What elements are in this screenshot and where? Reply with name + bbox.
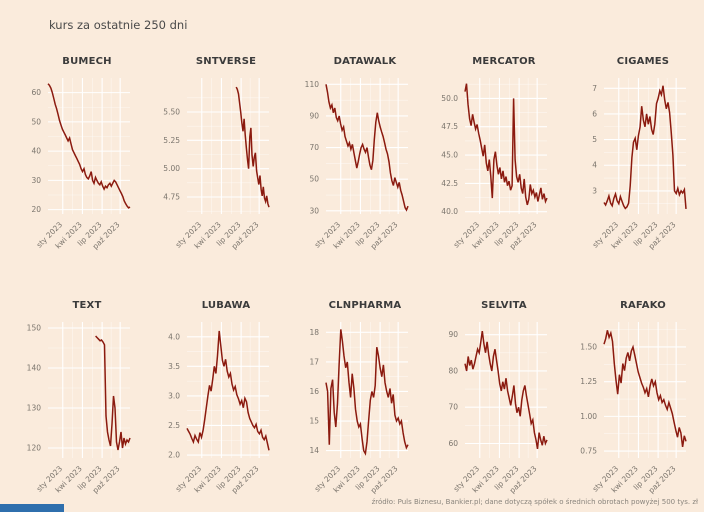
svg-text:1.00: 1.00 bbox=[580, 412, 597, 421]
facet-title: CIGAMES bbox=[616, 56, 670, 67]
svg-text:4: 4 bbox=[592, 161, 597, 170]
facet-title: SELVITA bbox=[481, 300, 527, 311]
svg-text:15: 15 bbox=[309, 417, 319, 426]
svg-text:4.75: 4.75 bbox=[163, 193, 180, 202]
facet-text: TEXT 150 140 130 120 sty 2023 kwi 2023 lip 202… bbox=[6, 298, 142, 510]
page-title: kurs za ostatnie 250 dni bbox=[49, 18, 188, 32]
svg-text:90: 90 bbox=[309, 111, 319, 120]
svg-text:150: 150 bbox=[27, 324, 42, 333]
svg-text:50: 50 bbox=[309, 175, 319, 184]
svg-text:5.25: 5.25 bbox=[163, 136, 180, 145]
facet-rafako: RAFAKO 1.50 1.25 1.00 0.75 sty 2023 kwi 2023 l… bbox=[562, 298, 698, 510]
svg-text:40.0: 40.0 bbox=[441, 207, 458, 216]
svg-text:18: 18 bbox=[309, 328, 319, 337]
facet-title: DATAWALK bbox=[333, 56, 397, 67]
facet-clnpharma: CLNPHARMA 18 17 16 15 14 sty 2023 kwi 2023 lip … bbox=[284, 298, 420, 510]
branding-accent-bar bbox=[0, 504, 64, 512]
facet-datawalk: DATAWALK 110 90 70 50 30 sty 2023 kwi 2023 lip … bbox=[284, 54, 420, 266]
chart-grid: BUMECH 60 50 40 30 20 sty 2023 kwi 2023 lip 202… bbox=[6, 54, 698, 510]
svg-text:2.0: 2.0 bbox=[168, 451, 180, 460]
facet-sntverse: SNTVERSE 5.50 5.25 5.00 4.75 sty 2023 kwi 202… bbox=[145, 54, 281, 266]
facet-title: TEXT bbox=[72, 300, 102, 311]
svg-text:130: 130 bbox=[27, 404, 42, 413]
facet-selvita: SELVITA 90 80 70 60 sty 2023 kwi 2023 lip 2023… bbox=[423, 298, 559, 510]
svg-text:5.50: 5.50 bbox=[163, 108, 180, 117]
svg-text:120: 120 bbox=[27, 444, 42, 453]
svg-text:1.25: 1.25 bbox=[580, 377, 597, 386]
svg-text:5: 5 bbox=[592, 135, 597, 144]
svg-text:17: 17 bbox=[309, 357, 319, 366]
svg-text:140: 140 bbox=[27, 364, 42, 373]
svg-text:14: 14 bbox=[309, 446, 319, 455]
facet-title: CLNPHARMA bbox=[328, 300, 402, 311]
facet-title: BUMECH bbox=[62, 56, 112, 67]
svg-text:40: 40 bbox=[31, 147, 41, 156]
svg-text:1.50: 1.50 bbox=[580, 342, 597, 351]
facet-mercator: MERCATOR 50.0 47.5 45.0 42.5 40.0 sty 2023 kwi… bbox=[423, 54, 559, 266]
facet-title: LUBAWA bbox=[201, 300, 251, 311]
svg-text:70: 70 bbox=[448, 403, 458, 412]
svg-text:60: 60 bbox=[448, 439, 458, 448]
facet-lubawa: LUBAWA 4.0 3.5 3.0 2.5 2.0 sty 2023 kwi 2023 li… bbox=[145, 298, 281, 510]
svg-text:20: 20 bbox=[31, 205, 41, 214]
svg-text:110: 110 bbox=[305, 80, 320, 89]
svg-text:3: 3 bbox=[592, 186, 597, 195]
svg-text:30: 30 bbox=[31, 176, 41, 185]
svg-text:90: 90 bbox=[448, 330, 458, 339]
svg-text:60: 60 bbox=[31, 88, 41, 97]
facet-bumech: BUMECH 60 50 40 30 20 sty 2023 kwi 2023 lip 202… bbox=[6, 54, 142, 266]
svg-text:3.5: 3.5 bbox=[168, 362, 180, 371]
svg-text:80: 80 bbox=[448, 366, 458, 375]
svg-text:4.0: 4.0 bbox=[168, 332, 180, 341]
svg-text:42.5: 42.5 bbox=[441, 179, 458, 188]
svg-text:6: 6 bbox=[592, 109, 597, 118]
svg-text:3.0: 3.0 bbox=[168, 391, 180, 400]
svg-text:50.0: 50.0 bbox=[441, 94, 458, 103]
svg-text:7: 7 bbox=[592, 84, 597, 93]
svg-text:47.5: 47.5 bbox=[441, 122, 458, 131]
facet-title: MERCATOR bbox=[472, 56, 536, 67]
facet-title: SNTVERSE bbox=[195, 56, 257, 67]
svg-text:2.5: 2.5 bbox=[168, 421, 180, 430]
svg-text:30: 30 bbox=[309, 206, 319, 215]
source-note: źródło: Puls Biznesu, Bankier.pl; dane d… bbox=[371, 498, 698, 506]
svg-text:50: 50 bbox=[31, 117, 41, 126]
svg-text:16: 16 bbox=[309, 387, 319, 396]
svg-text:5.00: 5.00 bbox=[163, 164, 180, 173]
svg-text:45.0: 45.0 bbox=[441, 151, 458, 160]
svg-text:0.75: 0.75 bbox=[580, 447, 597, 456]
facet-title: RAFAKO bbox=[620, 300, 666, 311]
facet-cigames: CIGAMES 7 6 5 4 3 sty 2023 kwi 2023 lip 2023 paź… bbox=[562, 54, 698, 266]
svg-text:70: 70 bbox=[309, 143, 319, 152]
